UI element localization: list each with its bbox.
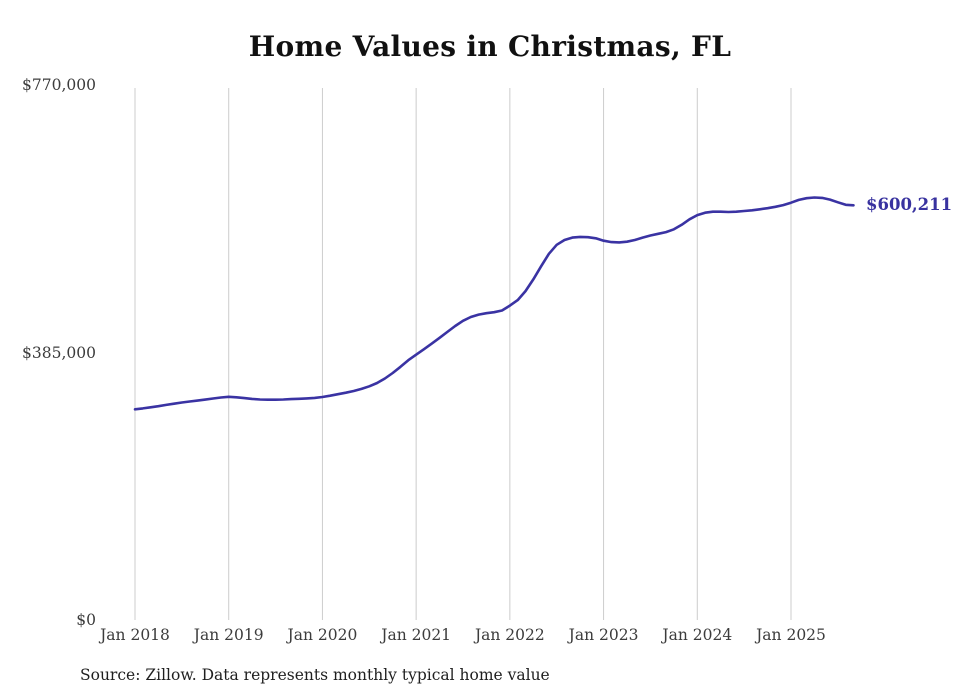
source-note: Source: Zillow. Data represents monthly …	[80, 666, 550, 684]
x-axis-label: Jan 2018	[98, 626, 170, 644]
x-axis-label: Jan 2023	[567, 626, 639, 644]
chart-title: Home Values in Christmas, FL	[248, 30, 732, 63]
y-axis-label-385000: $385,000	[22, 344, 96, 362]
home-value-line	[133, 196, 855, 411]
x-axis-label: Jan 2021	[379, 626, 451, 644]
current-value-label: $600,211	[866, 195, 953, 214]
x-axis-label: Jan 2024	[660, 626, 732, 644]
x-axis-label: Jan 2022	[473, 626, 545, 644]
x-axis-label: Jan 2020	[286, 626, 358, 644]
y-axis-label-0: $0	[76, 611, 96, 629]
x-axis-label: Jan 2019	[192, 626, 264, 644]
x-axis-label: Jan 2025	[754, 626, 826, 644]
y-axis-label-770000: $770,000	[22, 76, 96, 94]
